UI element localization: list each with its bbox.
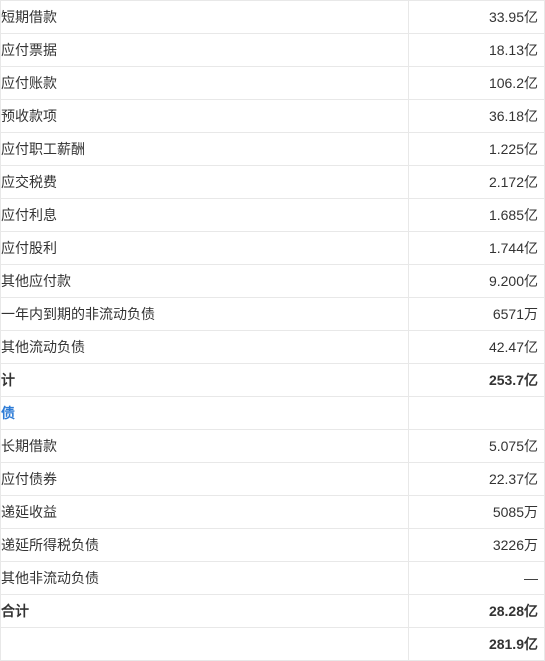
- table-row: 应付职工薪酬1.225亿: [1, 133, 545, 166]
- table-row: 计253.7亿: [1, 364, 545, 397]
- table-row: 递延所得税负债3226万: [1, 529, 545, 562]
- row-value: 1.744亿: [409, 232, 545, 265]
- table-row: 一年内到期的非流动负债6571万: [1, 298, 545, 331]
- row-label: 其他非流动负债: [1, 562, 409, 595]
- row-label: 合计: [1, 595, 409, 628]
- table-row: 281.9亿: [1, 628, 545, 661]
- row-value: 6571万: [409, 298, 545, 331]
- row-label: 应付职工薪酬: [1, 133, 409, 166]
- table-row: 应付债券22.37亿: [1, 463, 545, 496]
- row-value: —: [409, 562, 545, 595]
- row-label: 一年内到期的非流动负债: [1, 298, 409, 331]
- table-row: 短期借款33.95亿: [1, 1, 545, 34]
- row-value: 22.37亿: [409, 463, 545, 496]
- row-value: 106.2亿: [409, 67, 545, 100]
- row-value: 1.225亿: [409, 133, 545, 166]
- table-row: 应付股利1.744亿: [1, 232, 545, 265]
- table-row: 应交税费2.172亿: [1, 166, 545, 199]
- table-row: 应付票据18.13亿: [1, 34, 545, 67]
- row-label: 其他流动负债: [1, 331, 409, 364]
- row-value: 42.47亿: [409, 331, 545, 364]
- row-value: 5085万: [409, 496, 545, 529]
- row-label: 其他应付款: [1, 265, 409, 298]
- row-value: 18.13亿: [409, 34, 545, 67]
- row-value: 36.18亿: [409, 100, 545, 133]
- table-row: 应付账款106.2亿: [1, 67, 545, 100]
- row-value: 281.9亿: [409, 628, 545, 661]
- table-row: 其他流动负债42.47亿: [1, 331, 545, 364]
- row-value: 5.075亿: [409, 430, 545, 463]
- table-row: 递延收益5085万: [1, 496, 545, 529]
- row-value: 28.28亿: [409, 595, 545, 628]
- row-label: 递延所得税负债: [1, 529, 409, 562]
- row-label: 递延收益: [1, 496, 409, 529]
- row-value: 33.95亿: [409, 1, 545, 34]
- table-body: 短期借款33.95亿应付票据18.13亿应付账款106.2亿预收款项36.18亿…: [1, 1, 545, 661]
- row-label: 预收款项: [1, 100, 409, 133]
- row-label: 长期借款: [1, 430, 409, 463]
- row-label: 应付账款: [1, 67, 409, 100]
- row-label: [1, 628, 409, 661]
- row-label: 应交税费: [1, 166, 409, 199]
- row-label: 应付利息: [1, 199, 409, 232]
- table-row: 债: [1, 397, 545, 430]
- row-label: 债: [1, 397, 409, 430]
- row-label: 应付票据: [1, 34, 409, 67]
- table-row: 其他应付款9.200亿: [1, 265, 545, 298]
- row-label: 短期借款: [1, 1, 409, 34]
- row-value: 2.172亿: [409, 166, 545, 199]
- row-label: 应付股利: [1, 232, 409, 265]
- row-value: 1.685亿: [409, 199, 545, 232]
- table-row: 长期借款5.075亿: [1, 430, 545, 463]
- row-value: 253.7亿: [409, 364, 545, 397]
- row-value: 9.200亿: [409, 265, 545, 298]
- row-value: 3226万: [409, 529, 545, 562]
- table-row: 预收款项36.18亿: [1, 100, 545, 133]
- row-label: 计: [1, 364, 409, 397]
- table-row: 合计28.28亿: [1, 595, 545, 628]
- row-label: 应付债券: [1, 463, 409, 496]
- table-row: 其他非流动负债—: [1, 562, 545, 595]
- table-row: 应付利息1.685亿: [1, 199, 545, 232]
- financial-table: 短期借款33.95亿应付票据18.13亿应付账款106.2亿预收款项36.18亿…: [0, 0, 545, 661]
- row-value: [409, 397, 545, 430]
